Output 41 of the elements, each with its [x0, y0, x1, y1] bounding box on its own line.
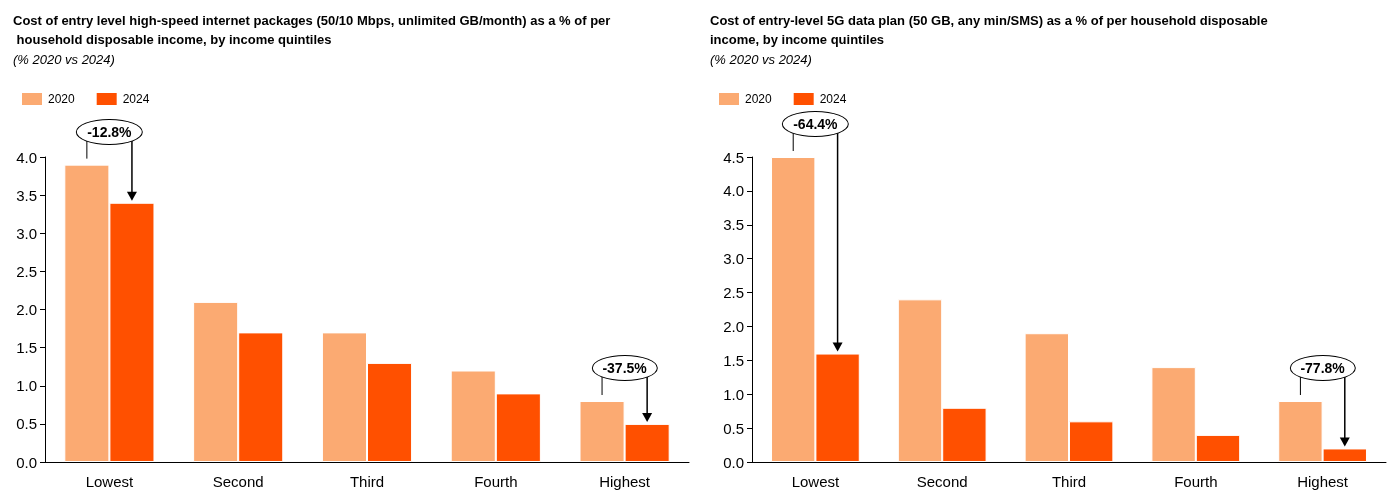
y-tick-label: 4.0: [723, 182, 744, 200]
legend-label: 2020: [48, 92, 76, 106]
y-tick-label: 4.5: [723, 148, 744, 166]
text: -12.8%: [76, 118, 143, 145]
x-tick-label: Highest: [599, 473, 651, 490]
chart-title: Cost of entry level high-speed internet packages (50/10 Mbps, unlimited GB/month) as a % of per household disposable income, by income quintiles: [13, 13, 611, 47]
x-tick-label: Second: [916, 473, 968, 490]
chart-subtitle: (% 2020 vs 2024): [13, 52, 115, 67]
x-tick-label: Fourth: [1174, 473, 1218, 490]
y-tick-label: 0.0: [16, 453, 37, 471]
y-tick-label: 1.5: [723, 351, 744, 369]
chart-title: Cost of entry-level 5G data plan (50 GB, any min/SMS) as a % of per household disposable income, by income quintiles: [710, 13, 1272, 47]
text: -64.4%: [782, 111, 849, 137]
y-tick-label: 4.0: [16, 148, 37, 166]
x-tick-label: Lowest: [85, 473, 134, 490]
y-tick-label: 0.5: [723, 419, 744, 437]
annotation: -77.8%: [1289, 355, 1356, 381]
y-tick-label: 1.0: [723, 385, 744, 403]
y-tick-label: 0.5: [16, 415, 37, 433]
y-tick-label: 2.0: [723, 317, 744, 335]
y-tick-label: 1.5: [16, 339, 37, 357]
y-tick-label: 3.0: [723, 250, 744, 268]
x-tick-label: Third: [1051, 473, 1087, 490]
legend-label: 2020: [745, 92, 773, 106]
y-tick-label: 1.0: [16, 377, 37, 395]
y-tick-label: 3.5: [723, 216, 744, 234]
y-tick-label: 2.5: [723, 284, 744, 302]
x-tick-label: Lowest: [791, 473, 840, 490]
y-tick-label: 2.0: [16, 301, 37, 318]
annotation: -37.5%: [591, 355, 658, 381]
chart-subtitle: (% 2020 vs 2024): [710, 52, 812, 67]
x-tick-label: Third: [349, 473, 385, 490]
y-tick-label: 0.0: [723, 453, 744, 471]
y-tick-label: 3.5: [16, 186, 37, 204]
x-tick-label: Highest: [1297, 473, 1349, 490]
y-tick-label: 3.0: [16, 224, 37, 242]
x-tick-label: Second: [212, 473, 264, 490]
x-tick-label: Fourth: [474, 473, 518, 490]
legend-label: 2024: [122, 92, 150, 106]
legend-label: 2024: [819, 92, 847, 106]
y-tick-label: 2.5: [16, 262, 37, 280]
